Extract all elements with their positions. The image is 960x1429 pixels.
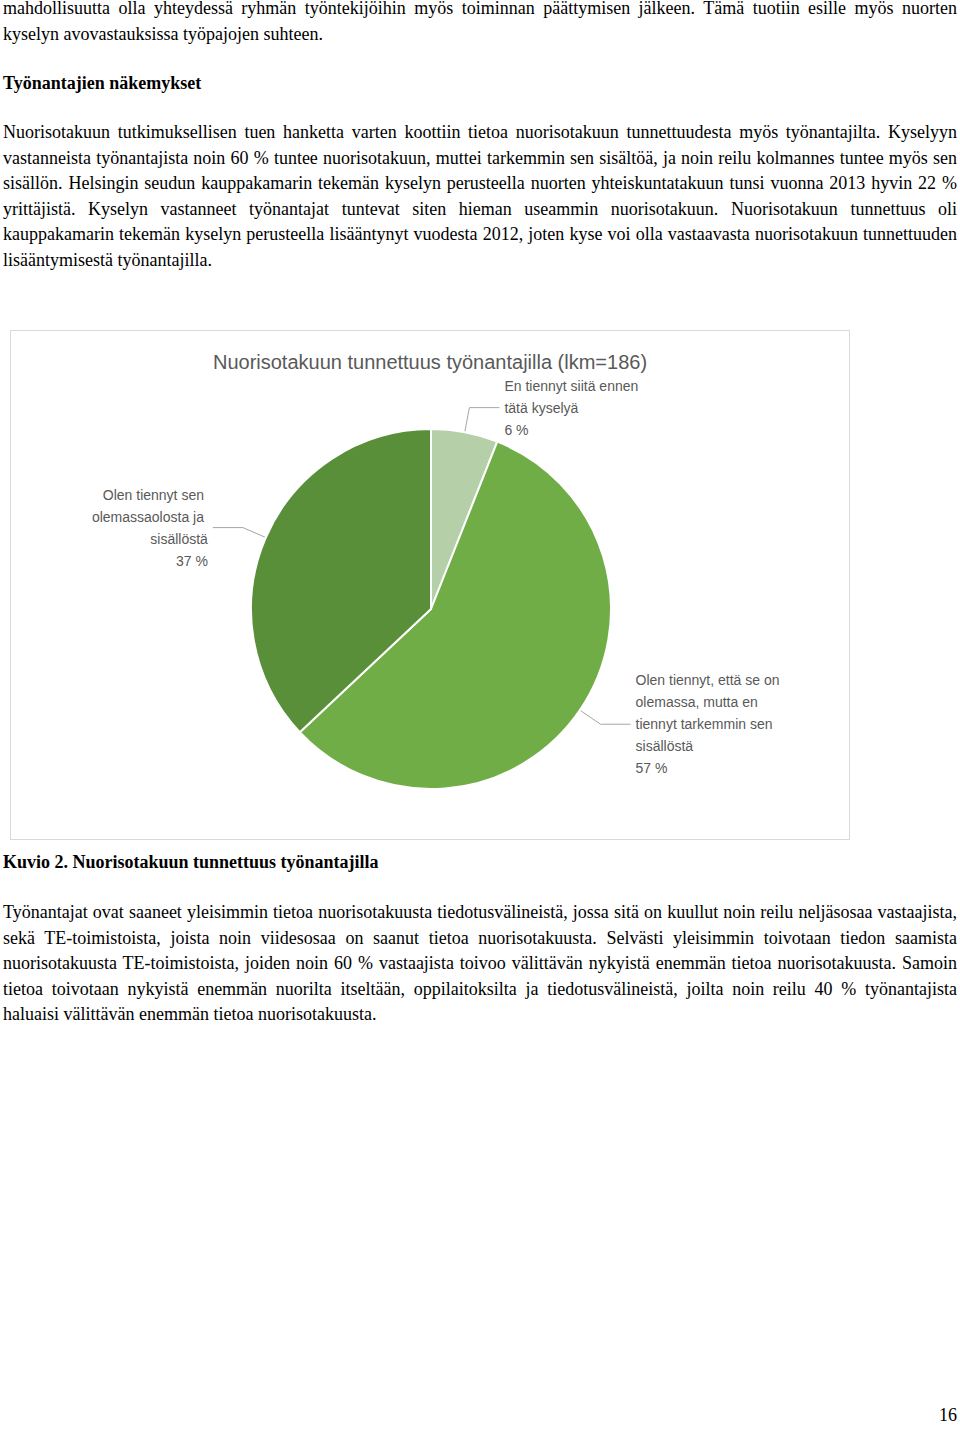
svg-text:Olen tiennyt, että se on: Olen tiennyt, että se on <box>636 672 784 688</box>
html-text:16: 16 <box>939 1405 957 1425</box>
svg-text:tätä kyselyä: tätä kyselyä <box>504 400 578 416</box>
html-text:Nuorisotakuun tutkimuksellisen: Nuorisotakuun tutkimuksellisen tuen hank… <box>3 122 957 270</box>
html-text:Työnantajien näkemykset: Työnantajien näkemykset <box>3 73 202 93</box>
svg-text:olemassa, mutta en: olemassa, mutta en <box>636 694 762 710</box>
svg-text:57 %: 57 % <box>636 760 668 776</box>
svg-text:37 %: 37 % <box>176 553 208 569</box>
svg-text:olemassaolosta ja: olemassaolosta ja <box>92 509 208 525</box>
svg-text:tiennyt tarkemmin sen: tiennyt tarkemmin sen <box>636 716 777 732</box>
svg-text:sisällöstä: sisällöstä <box>150 531 208 547</box>
html-text:Työnantajat ovat saaneet yleis: Työnantajat ovat saaneet yleisimmin tiet… <box>3 902 957 1024</box>
svg-text:Nuorisotakuun tunnettuus työna: Nuorisotakuun tunnettuus työnantajilla (… <box>213 351 647 373</box>
html-text:Kuvio 2. Nuorisotakuun tunnett: Kuvio 2. Nuorisotakuun tunnettuus työnan… <box>3 852 379 872</box>
svg-text:6 %: 6 % <box>504 422 528 438</box>
svg-text:En tiennyt siitä ennen: En tiennyt siitä ennen <box>504 378 642 394</box>
svg-text:Olen tiennyt sen: Olen tiennyt sen <box>103 487 208 503</box>
svg-text:sisällöstä: sisällöstä <box>636 738 694 754</box>
